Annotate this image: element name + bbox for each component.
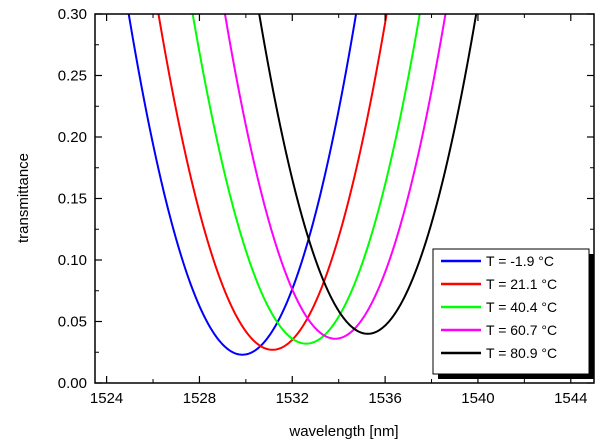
y-tick-label: 0.15: [58, 191, 87, 208]
y-tick-label: 0.10: [58, 252, 87, 269]
series-line-4: [223, 14, 447, 340]
x-tick-label: 1540: [461, 390, 494, 407]
legend-label: T = -1.9 °C: [486, 253, 554, 269]
x-axis-title: wavelength [nm]: [288, 423, 398, 440]
x-tick-label: 1544: [554, 390, 587, 407]
legend-label: T = 21.1 °C: [486, 276, 557, 292]
y-axis-title: transmittance: [15, 153, 32, 243]
y-tick-label: 0.30: [58, 6, 87, 23]
y-tick-label: 0.20: [58, 129, 87, 146]
series-line-1: [127, 14, 358, 356]
axis-ticks: 1524 1528 1532 1536 1540 1544 0.00 0.05 0.10 0.15…: [58, 6, 594, 407]
x-tick-label: 1528: [183, 390, 216, 407]
series-line-2: [157, 14, 388, 351]
y-tick-label: 0.25: [58, 68, 87, 85]
series-curves: [127, 14, 478, 356]
legend-label: T = 80.9 °C: [486, 345, 557, 361]
legend-label: T = 40.4 °C: [486, 299, 557, 315]
legend-label: T = 60.7 °C: [486, 322, 557, 338]
x-tick-label: 1524: [90, 390, 123, 407]
x-tick-label: 1536: [368, 390, 401, 407]
series-line-3: [191, 14, 421, 345]
series-line-5: [258, 14, 478, 335]
x-tick-label: 1532: [276, 390, 309, 407]
legend: T = -1.9 °C T = 21.1 °C T = 40.4 °C T = 60.…: [432, 248, 594, 379]
y-tick-label: 0.05: [58, 314, 87, 331]
y-tick-label: 0.00: [58, 375, 87, 392]
